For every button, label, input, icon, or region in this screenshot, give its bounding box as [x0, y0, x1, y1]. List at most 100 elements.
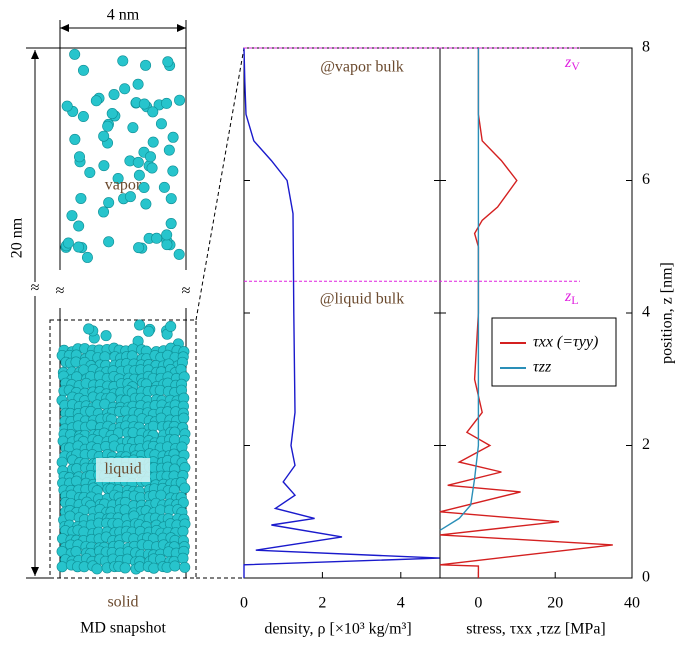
label-bg: [96, 458, 150, 482]
particle: [177, 525, 189, 537]
particle: [100, 330, 112, 342]
particle: [69, 48, 81, 60]
particle: [84, 167, 96, 179]
particle: [117, 55, 129, 67]
zoom-box: [49, 319, 197, 579]
x-tick-label: 2: [318, 595, 326, 612]
md-snapshot: 4 nm ≈ 20 nm ≈ ≈: [9, 7, 245, 579]
level-label-sub: L: [571, 293, 578, 307]
particle: [81, 251, 93, 263]
particle: [102, 120, 114, 132]
annotation: @liquid bulk: [320, 291, 405, 308]
particle: [119, 83, 131, 95]
particle: [98, 206, 110, 218]
particle: [163, 144, 175, 156]
particle: [161, 97, 173, 109]
particle: [165, 320, 177, 332]
particle: [73, 151, 85, 163]
particle: [161, 229, 173, 241]
data-line: [439, 48, 613, 578]
y-tick-label: 2: [642, 436, 650, 453]
liquid-label: liquid: [104, 461, 141, 478]
particle: [133, 242, 145, 254]
particle: [178, 412, 190, 424]
x-tick-label: 20: [547, 595, 563, 612]
particle: [119, 562, 131, 574]
data-line: [243, 47, 441, 578]
level-label-z: z: [564, 54, 572, 71]
break-mark: ≈: [56, 283, 65, 300]
particle: [138, 182, 150, 194]
particle: [90, 95, 102, 107]
particle: [78, 64, 90, 76]
particle: [112, 173, 124, 185]
break-mark: ≈: [31, 280, 40, 297]
particle: [73, 241, 85, 253]
y-tick-label: 8: [642, 39, 650, 56]
vapor-label: vapor: [105, 177, 142, 194]
x-axis-label: density, ρ [×10³ kg/m³]: [264, 621, 411, 638]
particle: [127, 122, 139, 134]
particle: [69, 133, 81, 145]
particle: [73, 220, 85, 232]
legend-label: τxx (=τyy): [533, 334, 598, 351]
particle: [91, 563, 103, 575]
particle: [147, 106, 159, 118]
level-label: zL: [564, 288, 579, 307]
particle: [140, 59, 152, 71]
data-line: [439, 48, 480, 531]
x-tick-label: 4: [397, 595, 405, 612]
level-label-sub: V: [571, 59, 580, 73]
particle: [173, 248, 185, 260]
x-tick-label: 0: [240, 595, 248, 612]
particle: [169, 560, 181, 572]
particle: [133, 169, 145, 181]
particle: [124, 191, 136, 203]
height-label: 20 nm: [9, 217, 26, 258]
particle: [162, 56, 174, 68]
break-mark: ≈: [182, 283, 191, 300]
particle: [146, 162, 158, 174]
legend: [491, 317, 617, 387]
particle: [143, 325, 155, 337]
particle: [155, 118, 167, 130]
particle: [98, 160, 110, 172]
level-label: zV: [564, 54, 580, 73]
particle: [103, 236, 115, 248]
particle: [56, 561, 68, 573]
x-tick-label: 0: [474, 595, 482, 612]
x-axis-label: stress, τxx ,τzz [MPa]: [466, 621, 606, 638]
particle: [62, 237, 74, 249]
particle: [138, 98, 150, 110]
particle: [140, 198, 152, 210]
particle: [75, 192, 87, 204]
legend-label: τzz: [533, 359, 552, 376]
particle: [134, 319, 146, 331]
particle: [148, 562, 160, 574]
plot-frame: [439, 47, 633, 579]
y-tick-label: 0: [642, 569, 650, 586]
particle: [151, 232, 163, 244]
particle: [144, 151, 156, 163]
break: [25, 282, 45, 296]
width-label: 4 nm: [107, 7, 140, 24]
particle: [106, 108, 118, 120]
particle: [132, 78, 144, 90]
particle: [158, 181, 170, 193]
level-label-z: z: [564, 288, 572, 305]
y-tick-label: 4: [642, 304, 650, 321]
particle: [179, 561, 191, 573]
particle: [165, 218, 177, 230]
particle: [103, 197, 115, 209]
particle: [177, 552, 189, 564]
particle: [66, 210, 78, 222]
particle: [165, 193, 177, 205]
box: [59, 47, 187, 578]
particle: [77, 111, 89, 123]
zoom-line: [195, 47, 245, 321]
particle: [83, 323, 95, 335]
particle: [167, 165, 179, 177]
y-axis-label: position, z [nm]: [659, 262, 676, 364]
particle: [61, 100, 73, 112]
